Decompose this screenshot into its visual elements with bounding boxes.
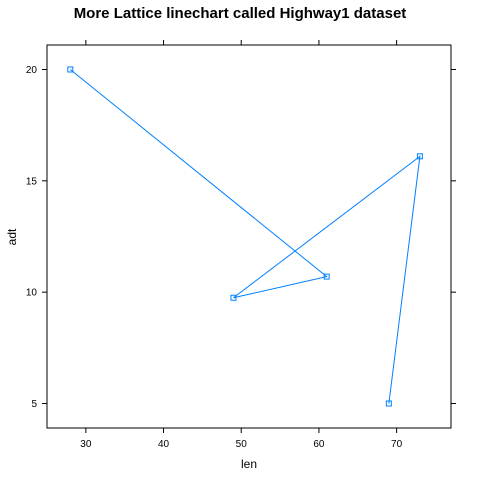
series-line	[69, 69, 421, 404]
x-axis-label: len	[241, 457, 257, 471]
y-axis-label: adt	[5, 228, 19, 245]
data-point-marker	[416, 153, 423, 160]
series-layer	[67, 66, 423, 407]
y-tick-label: 10	[26, 288, 38, 299]
data-point-marker	[230, 294, 237, 301]
x-tick-label: 60	[313, 439, 325, 450]
plot-frame	[46, 44, 452, 429]
x-tick-label: 50	[236, 439, 248, 450]
data-point-marker	[67, 66, 74, 73]
y-axis: 5 10 15 20	[26, 65, 456, 410]
x-tick-label: 40	[158, 439, 170, 450]
x-axis: 30 40 50 60 70	[80, 40, 403, 450]
x-tick-label: 30	[80, 439, 92, 450]
chart-title: More Lattice linechart called Highway1 d…	[74, 5, 407, 22]
x-tick-label: 70	[391, 439, 403, 450]
y-tick-label: 15	[26, 176, 38, 187]
y-tick-label: 20	[26, 65, 38, 76]
y-tick-label: 5	[31, 399, 37, 410]
data-point-marker	[323, 273, 330, 280]
data-point-marker	[385, 400, 392, 407]
